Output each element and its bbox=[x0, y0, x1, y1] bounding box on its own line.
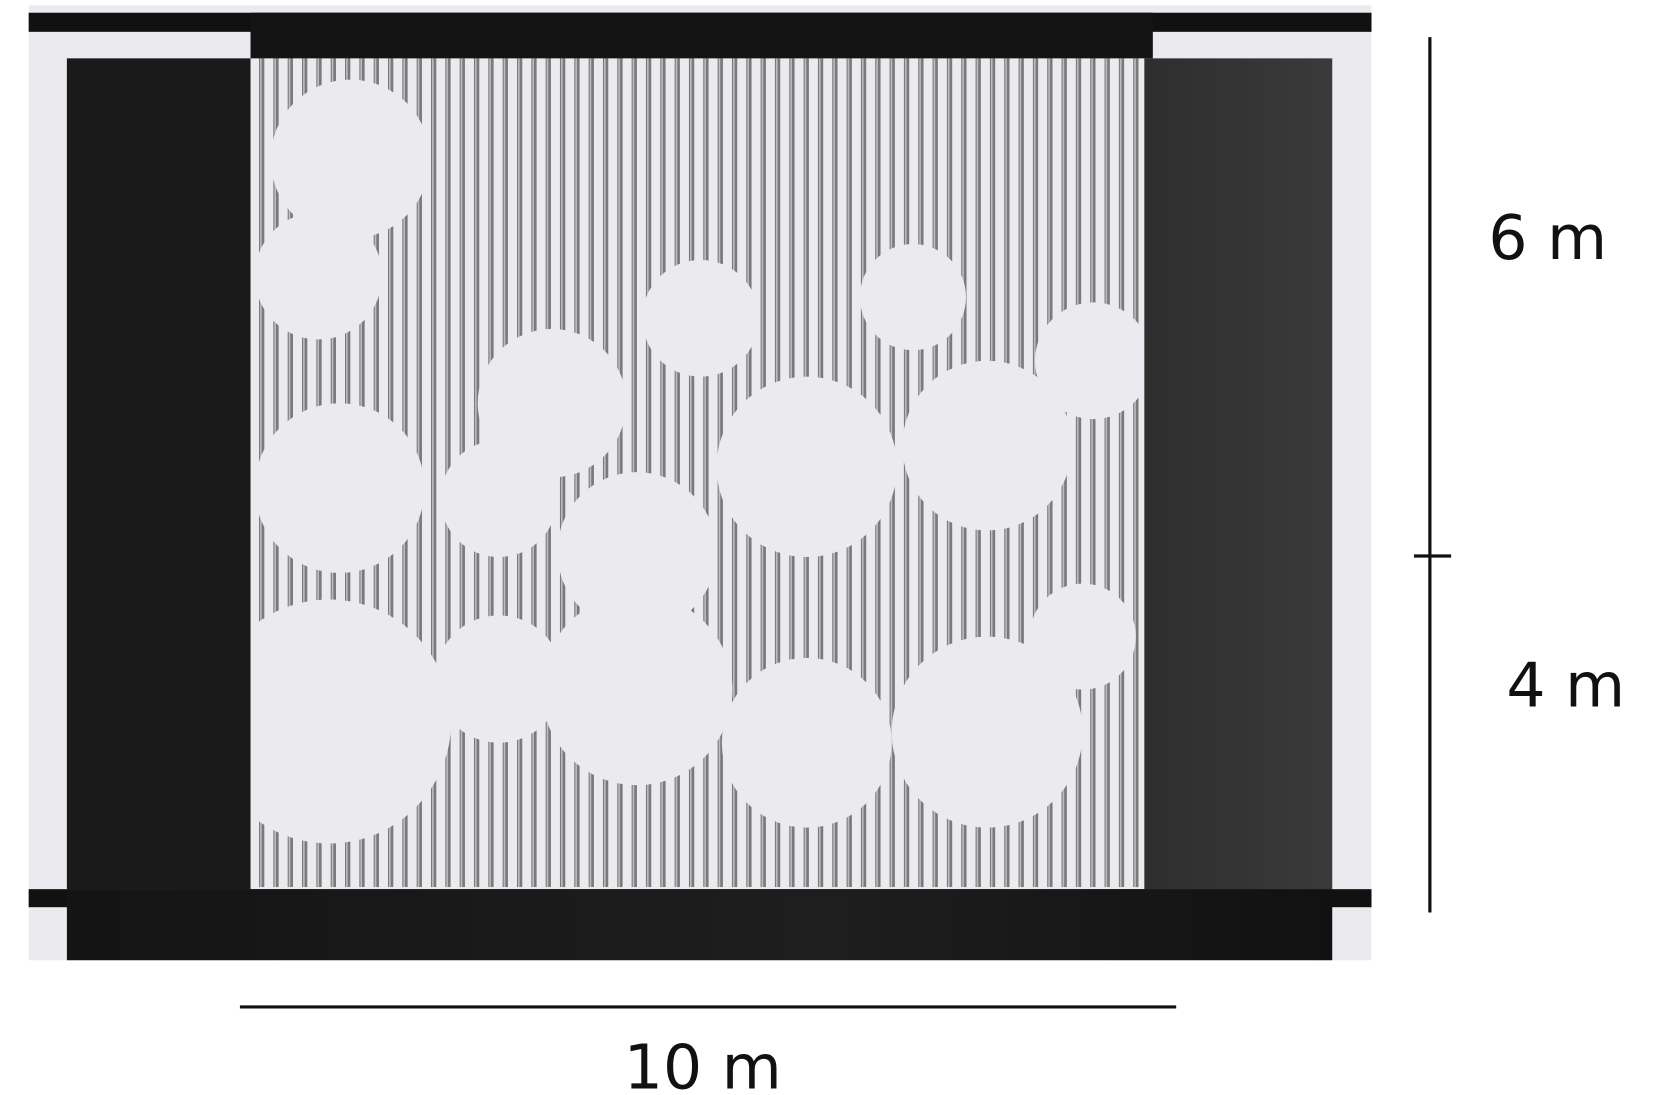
base bbox=[66, 889, 1333, 961]
blob bbox=[207, 599, 452, 844]
rod-highlight bbox=[589, 58, 592, 888]
blob bbox=[557, 472, 717, 632]
upper-height-label: 6 m bbox=[1488, 202, 1607, 274]
rod-highlight bbox=[1091, 58, 1093, 888]
blob bbox=[254, 212, 383, 340]
blob bbox=[440, 440, 558, 558]
rod-highlight bbox=[690, 58, 692, 888]
width-label: 10 m bbox=[624, 1032, 782, 1095]
blob bbox=[435, 615, 563, 743]
top-block bbox=[250, 12, 1153, 59]
rod-highlight bbox=[1076, 58, 1079, 888]
left-panel bbox=[66, 58, 251, 890]
lower-height-label: 4 m bbox=[1506, 650, 1625, 722]
blob bbox=[902, 360, 1073, 531]
blob bbox=[254, 403, 425, 573]
blob bbox=[1035, 302, 1152, 420]
rod-highlight bbox=[604, 58, 606, 888]
rod-highlight bbox=[618, 58, 620, 888]
blob bbox=[270, 79, 430, 239]
blob bbox=[716, 376, 897, 558]
rod-highlight bbox=[704, 58, 706, 888]
rod-highlight bbox=[432, 58, 434, 888]
right-panel bbox=[1144, 58, 1333, 890]
blob bbox=[891, 636, 1083, 828]
rod-highlight bbox=[904, 58, 907, 888]
blob bbox=[1029, 583, 1136, 690]
blob bbox=[721, 657, 892, 828]
blob bbox=[477, 328, 627, 478]
rod-highlight bbox=[1134, 58, 1136, 888]
rod-highlight bbox=[647, 58, 649, 888]
rod-highlight bbox=[1105, 58, 1108, 888]
blob bbox=[859, 244, 966, 351]
rod-highlight bbox=[661, 58, 663, 888]
rod-highlight bbox=[1119, 58, 1122, 888]
rod-highlight bbox=[675, 58, 678, 888]
blobs bbox=[207, 79, 1152, 844]
blob bbox=[642, 259, 759, 377]
blob bbox=[541, 594, 733, 786]
